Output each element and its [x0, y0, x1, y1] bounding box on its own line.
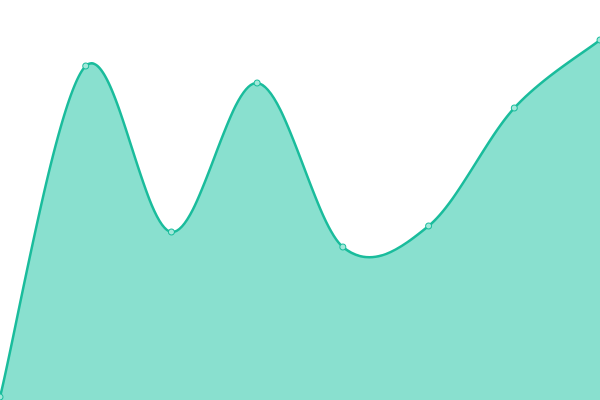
data-point-0[interactable]: [0, 393, 4, 400]
area-fill: [0, 40, 600, 400]
data-point-5[interactable]: [425, 222, 433, 230]
data-point-7[interactable]: [596, 36, 600, 44]
data-point-6[interactable]: [510, 104, 518, 112]
data-point-1[interactable]: [82, 62, 90, 70]
data-point-4[interactable]: [339, 243, 347, 251]
data-point-2[interactable]: [167, 228, 175, 236]
data-point-3[interactable]: [253, 79, 261, 87]
